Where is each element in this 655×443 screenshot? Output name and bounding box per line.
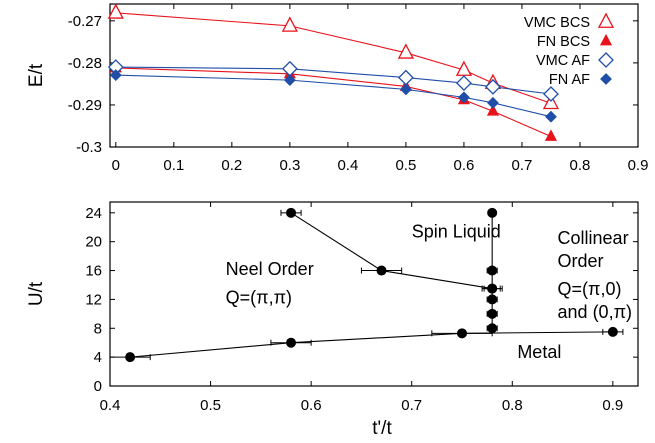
x-tick-label: 0.1 [163,157,184,174]
data-point [487,283,498,294]
x-tick-label: 0.9 [602,397,623,414]
data-point [487,96,499,109]
y-axis-label: U/t [26,281,47,306]
data-point [286,337,297,348]
legend-marker [599,33,613,46]
x-tick-label: 0.2 [221,157,242,174]
region-label: Q=(π,0) [558,279,622,299]
y-tick-label: 12 [85,291,102,308]
energy-chart: 0 0.1 0.2 0.3 0.4 0.5 0.6 0.7 0.8 0.9 -0.27 -0.28 -0… [26,3,649,174]
data-point [485,78,501,95]
y-tick-label: 8 [94,320,102,337]
region-label: and (0,π) [558,302,632,322]
data-point [399,83,412,96]
data-point [397,43,414,59]
x-tick-label: 0.4 [100,397,121,414]
data-point [286,207,297,218]
data-point [487,294,498,305]
region-label: Metal [517,342,561,362]
y-tick-label: -0.3 [76,139,102,156]
data-point [545,110,557,123]
data-point [607,326,618,337]
y-axis-label: E/t [26,63,47,87]
data-point [281,16,298,32]
x-tick-label: 0.8 [502,397,523,414]
x-axis-label: t'/t [372,418,392,439]
legend-marker [598,52,614,68]
region-label: Spin Liquid [412,221,501,241]
data-point [486,104,500,116]
data-point [456,75,472,91]
legend-label: VMC AF [536,53,590,69]
legend-marker [600,73,612,85]
plot-frame [109,201,639,387]
x-tick-label: 0.5 [395,157,416,174]
series-line [115,74,552,118]
data-point [376,265,387,276]
y-tick-label: 20 [85,234,102,251]
y-tick-label: -0.28 [68,55,102,72]
x-tick-label: 0.7 [512,157,533,174]
x-tick-label: 0.8 [570,157,591,174]
data-point [283,74,296,87]
y-tick-label: 0 [94,378,102,395]
plot-frame [109,3,639,148]
x-tick-label: 0.5 [200,397,221,414]
boundary-line [130,331,613,358]
y-tick-label: 16 [85,263,102,280]
y-tick-label: 4 [94,349,102,366]
legend-label: FN BCS [537,34,590,50]
legend-marker [597,12,615,28]
x-tick-label: 0.9 [628,157,649,174]
data-point [397,69,414,86]
data-point [125,352,136,363]
data-point [487,265,498,276]
data-point [109,69,122,81]
series-line [115,12,552,104]
data-point [457,328,467,339]
legend-label: FN AF [549,72,590,88]
x-tick-label: 0.6 [454,157,475,174]
x-tick-label: 0.3 [279,157,300,174]
data-point [544,129,558,141]
series-line [115,67,552,137]
data-point [487,308,498,319]
data-point [487,207,498,218]
y-tick-label: 24 [85,205,102,222]
region-label: Order [558,251,604,271]
region-label: Collinear [558,228,629,248]
y-tick-label: -0.29 [68,97,102,114]
series-line [115,66,552,95]
x-tick-label: 0.6 [301,397,322,414]
y-tick-label: -0.27 [68,13,102,30]
data-point [543,86,559,102]
data-point [458,91,470,104]
x-tick-label: 0.4 [337,157,358,174]
phase-diagram: 0.4 0.5 0.6 0.7 0.8 0.9 0 4 8 12 16 20 24 t'/t U/t Spin… [26,201,639,439]
region-label: Q=(π,π) [226,288,292,308]
region-label: Neel Order [226,259,314,279]
x-tick-label: 0.7 [401,397,422,414]
data-point [107,3,124,19]
legend-label: VMC BCS [524,15,590,31]
x-tick-label: 0 [112,157,120,174]
